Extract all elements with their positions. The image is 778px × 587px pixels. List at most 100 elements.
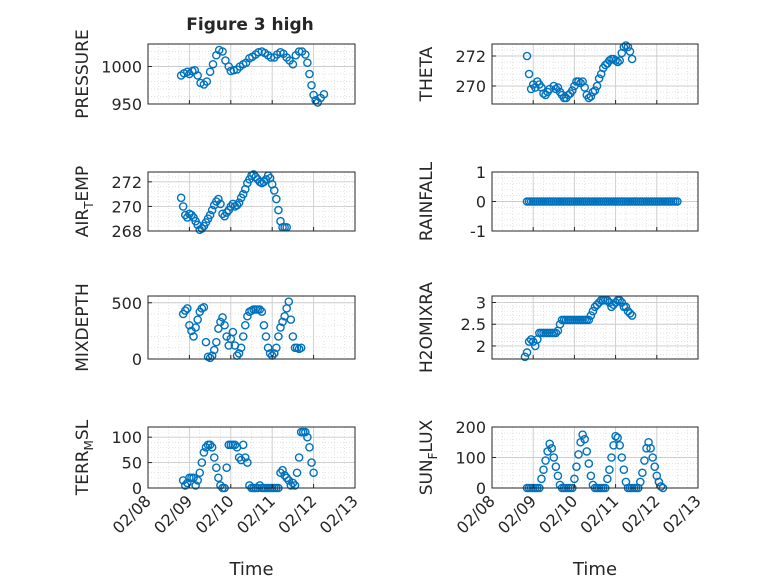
- data-point: [656, 482, 666, 491]
- data-point: [228, 327, 238, 337]
- data-point: [619, 42, 629, 52]
- data-point: [625, 47, 635, 56]
- x-tick-label: 02/08: [109, 491, 155, 537]
- data-point: [526, 335, 536, 344]
- data-point: [584, 459, 594, 468]
- data-point: [238, 189, 248, 199]
- data-point: [588, 87, 598, 97]
- data-point: [547, 444, 557, 453]
- y-tick-label: 3: [476, 294, 486, 313]
- data-point: [236, 343, 246, 353]
- data-point: [222, 463, 231, 472]
- data-point: [240, 320, 250, 330]
- data-point: [553, 83, 563, 92]
- data-point: [243, 458, 252, 467]
- data-point: [178, 202, 188, 211]
- y-tick-label: 950: [111, 95, 142, 114]
- data-point: [303, 432, 312, 442]
- x-tick-label: 02/12: [618, 491, 664, 537]
- y-axis-label: H2OMIXRA: [417, 282, 437, 373]
- data-point: [545, 439, 554, 449]
- data-point: [648, 453, 657, 462]
- data-point: [609, 440, 618, 450]
- data-point: [286, 481, 296, 490]
- data-point: [220, 320, 229, 330]
- data-point: [205, 67, 215, 77]
- data-point: [580, 434, 590, 444]
- data-point: [584, 315, 594, 325]
- data-point: [615, 296, 625, 305]
- data-point: [551, 462, 561, 471]
- data-point: [570, 474, 579, 484]
- data-point: [619, 465, 629, 475]
- y-axis-label: TERRMSL: [73, 419, 96, 496]
- y-axis-label: RAINFALL: [417, 161, 437, 241]
- data-point: [208, 59, 218, 69]
- data-point: [189, 332, 198, 341]
- data-point: [611, 298, 620, 307]
- data-point: [537, 474, 546, 484]
- data-point: [191, 481, 200, 490]
- data-point: [627, 311, 637, 320]
- y-axis-label: THETA: [417, 46, 437, 102]
- x-axis-label: Time: [228, 559, 273, 580]
- data-point: [216, 199, 225, 209]
- y-tick-label: 100: [111, 428, 142, 447]
- data-point: [259, 177, 269, 187]
- y-tick-label: 272: [111, 173, 142, 192]
- data-point: [578, 430, 587, 439]
- data-point: [187, 210, 196, 220]
- data-point: [274, 205, 283, 215]
- subplot: 950 1000 PRESSURE: [73, 29, 356, 119]
- data-point: [636, 477, 645, 487]
- data-point: [307, 80, 316, 90]
- x-tick-label: 02/09: [150, 491, 196, 537]
- data-point: [292, 468, 302, 478]
- data-point: [199, 302, 209, 312]
- y-tick-label: 2: [476, 337, 486, 356]
- x-tick-label: 02/09: [494, 491, 540, 537]
- data-point: [284, 297, 294, 306]
- data-point: [193, 71, 202, 80]
- data-point: [205, 210, 215, 220]
- data-point: [272, 343, 281, 353]
- data-point: [234, 198, 244, 208]
- data-point: [541, 456, 550, 465]
- data-point: [524, 337, 534, 346]
- data-point: [301, 427, 310, 437]
- data-point: [205, 353, 215, 363]
- data-point: [254, 47, 263, 57]
- y-axis-label: MIXDEPTH: [73, 283, 93, 372]
- y-tick-label: 0: [132, 479, 142, 498]
- data-point: [234, 453, 244, 462]
- data-point: [650, 462, 660, 471]
- data-point: [615, 440, 625, 450]
- axes-box: [147, 43, 356, 105]
- data-point: [290, 481, 300, 490]
- data-point: [522, 51, 532, 61]
- data-point: [222, 208, 231, 217]
- data-point: [551, 328, 561, 338]
- data-point: [274, 332, 283, 341]
- data-point: [222, 332, 231, 341]
- data-point: [193, 476, 202, 485]
- data-point: [282, 473, 291, 483]
- y-tick-label: 270: [455, 77, 486, 96]
- data-point: [296, 343, 306, 353]
- y-tick-label: 272: [455, 47, 486, 66]
- y-tick-label: -1: [470, 222, 486, 241]
- data-point: [288, 332, 298, 341]
- data-point: [286, 315, 296, 324]
- y-tick-label: 270: [111, 197, 142, 216]
- data-point: [261, 332, 271, 341]
- data-point: [553, 471, 563, 481]
- data-point: [278, 317, 287, 327]
- y-tick-label: 0: [132, 350, 142, 369]
- data-point: [183, 304, 192, 313]
- y-tick-label: 200: [455, 418, 486, 437]
- data-point: [191, 323, 200, 332]
- data-point: [615, 56, 625, 65]
- subplot: 2 2.5 3 H2OMIXRA: [417, 282, 699, 373]
- data-point: [269, 349, 279, 358]
- data-point: [240, 453, 250, 462]
